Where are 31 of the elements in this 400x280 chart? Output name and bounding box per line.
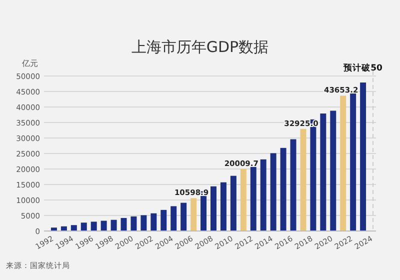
bar — [270, 153, 276, 231]
bar — [280, 148, 286, 231]
bar — [250, 166, 256, 231]
bar — [300, 128, 306, 231]
bar — [70, 225, 77, 231]
bar — [230, 176, 236, 231]
y-axis-title: 亿元 — [21, 59, 38, 68]
bar — [320, 114, 326, 231]
bar — [260, 159, 266, 231]
annotation: 预计破50 — [342, 62, 383, 74]
bar — [90, 222, 97, 231]
bar — [160, 210, 167, 231]
bar — [190, 198, 197, 231]
bar — [330, 110, 336, 231]
bar — [290, 139, 296, 231]
bar — [80, 222, 87, 231]
bar — [220, 182, 226, 231]
bar — [240, 168, 246, 231]
bar — [180, 202, 187, 231]
chart-title: 上海市历年GDP数据 — [131, 38, 269, 56]
bar — [340, 96, 346, 231]
bar — [360, 82, 366, 231]
bar — [120, 218, 127, 231]
bar — [110, 220, 117, 231]
bar — [100, 220, 107, 231]
bar — [170, 206, 177, 231]
bar — [130, 216, 137, 231]
bar — [150, 213, 157, 231]
bar — [350, 92, 356, 231]
bar — [210, 186, 216, 231]
bar — [140, 215, 147, 231]
